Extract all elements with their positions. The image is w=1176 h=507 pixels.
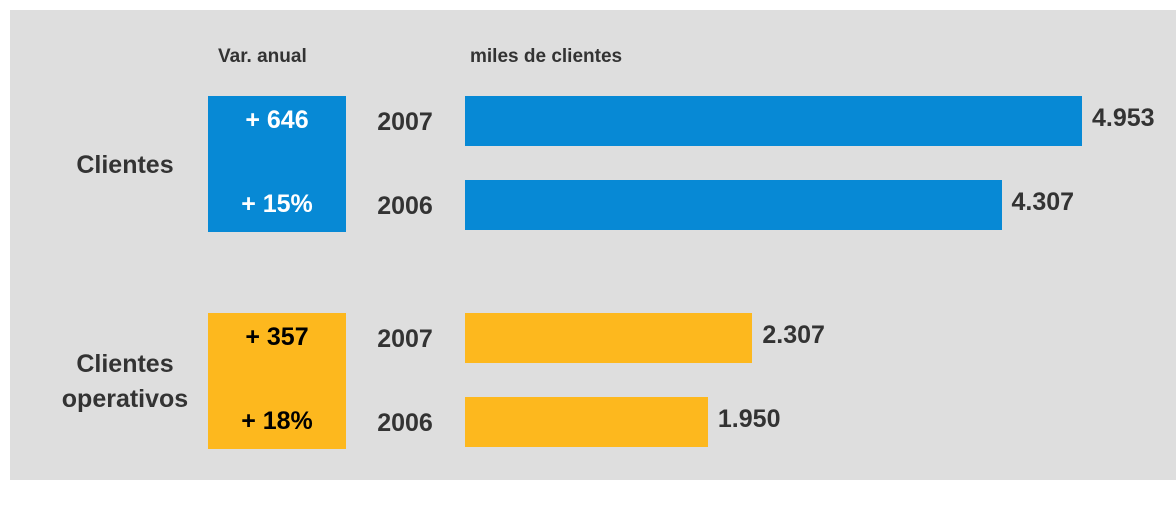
category-label: 2006 xyxy=(377,409,433,437)
value-label: 2.307 xyxy=(762,321,825,349)
variation-box xyxy=(208,313,346,449)
group-label: Clientes xyxy=(76,150,174,179)
bar xyxy=(465,313,753,363)
category-label: 2006 xyxy=(377,192,433,220)
value-label: 4.307 xyxy=(1011,188,1075,216)
value-label: 4.953 xyxy=(1092,104,1155,132)
annual-change-pct: + 18% xyxy=(241,407,313,435)
variation-header: Var. anual xyxy=(218,46,307,67)
annual-change: + 357 xyxy=(245,323,309,351)
value-label: 1.950 xyxy=(717,405,781,433)
unit-label: miles de clientes xyxy=(470,46,623,67)
bar xyxy=(465,180,1002,230)
category-label: 2007 xyxy=(377,325,433,353)
annual-change: + 646 xyxy=(245,106,309,134)
annual-change-pct: + 15% xyxy=(241,190,313,218)
variation-box xyxy=(208,96,346,232)
category-label: 2007 xyxy=(377,108,433,136)
bar xyxy=(465,96,1082,146)
group-label: Clientes operativos xyxy=(61,350,189,413)
bar xyxy=(465,397,708,447)
